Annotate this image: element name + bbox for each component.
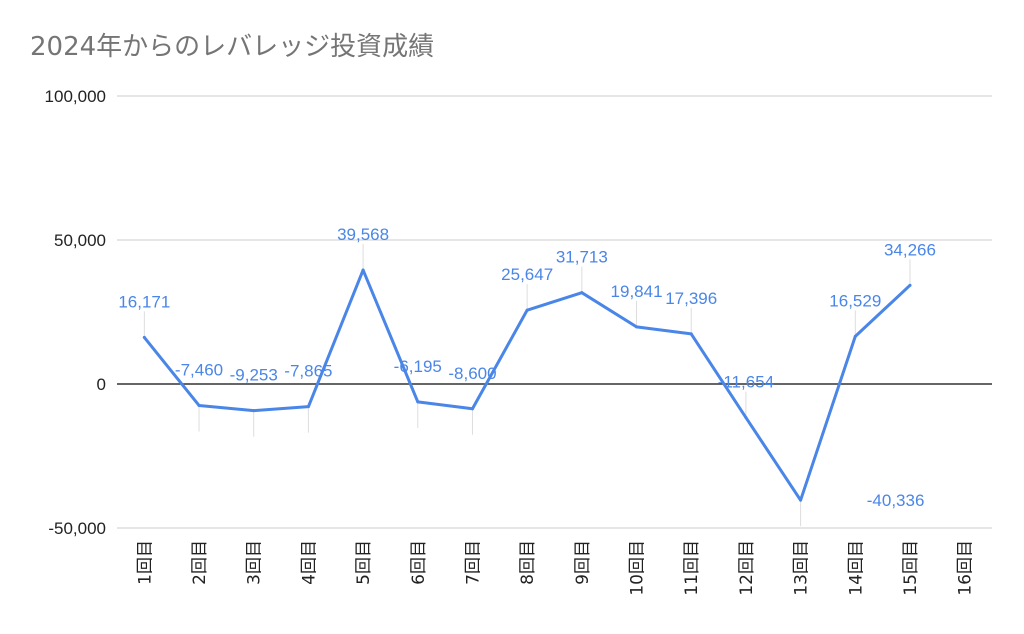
data-point — [142, 335, 146, 339]
data-point — [306, 405, 310, 409]
data-point — [744, 416, 748, 420]
data-label: -7,460 — [175, 360, 223, 379]
chart-title: 2024年からのレバレッジ投資成績 — [30, 32, 435, 62]
data-point — [252, 409, 256, 413]
data-label: -11,654 — [718, 373, 774, 392]
data-label: -6,195 — [394, 357, 442, 376]
data-point — [580, 291, 584, 295]
y-tick-label: 0 — [97, 375, 106, 394]
y-tick-label: -50,000 — [48, 519, 106, 538]
data-label: 16,171 — [118, 292, 170, 311]
data-label: -7,865 — [284, 362, 332, 381]
y-tick-label: 100,000 — [45, 87, 106, 106]
data-label: -9,253 — [230, 366, 278, 385]
data-label: -40,336 — [867, 491, 925, 510]
x-tick-label: 3回目 — [245, 540, 265, 585]
data-label: 31,713 — [556, 248, 608, 267]
x-tick-label: 4回目 — [299, 540, 319, 585]
x-tick-label: 8回目 — [518, 540, 538, 585]
x-tick-label: 15回目 — [901, 540, 921, 596]
x-tick-label: 7回目 — [463, 540, 483, 585]
x-tick-label: 9回目 — [573, 540, 593, 585]
x-tick-label: 2回目 — [190, 540, 210, 585]
data-point — [525, 308, 529, 312]
x-tick-label: 6回目 — [409, 540, 429, 585]
x-tick-label: 5回目 — [354, 540, 374, 585]
data-label: 16,529 — [829, 291, 881, 310]
data-label: 25,647 — [501, 265, 553, 284]
data-point — [470, 407, 474, 411]
data-point — [689, 332, 693, 336]
y-tick-label: 50,000 — [54, 231, 106, 250]
data-label: -8,600 — [448, 364, 496, 383]
data-label: 17,396 — [665, 289, 717, 308]
data-point — [361, 268, 365, 272]
x-tick-label: 13回目 — [792, 540, 812, 596]
data-label: 34,266 — [884, 240, 936, 259]
data-point — [799, 498, 803, 502]
x-tick-label: 11回目 — [682, 540, 702, 596]
x-tick-label: 10回目 — [628, 540, 648, 596]
data-point — [197, 403, 201, 407]
data-point — [416, 400, 420, 404]
data-point — [908, 283, 912, 287]
x-tick-label: 1回目 — [135, 540, 155, 585]
x-tick-label: 12回目 — [737, 540, 757, 596]
x-tick-label: 16回目 — [956, 540, 976, 596]
x-tick-label: 14回目 — [846, 540, 866, 596]
data-point — [853, 334, 857, 338]
data-point — [635, 325, 639, 329]
data-label: 39,568 — [337, 225, 389, 244]
data-label: 19,841 — [611, 282, 663, 301]
